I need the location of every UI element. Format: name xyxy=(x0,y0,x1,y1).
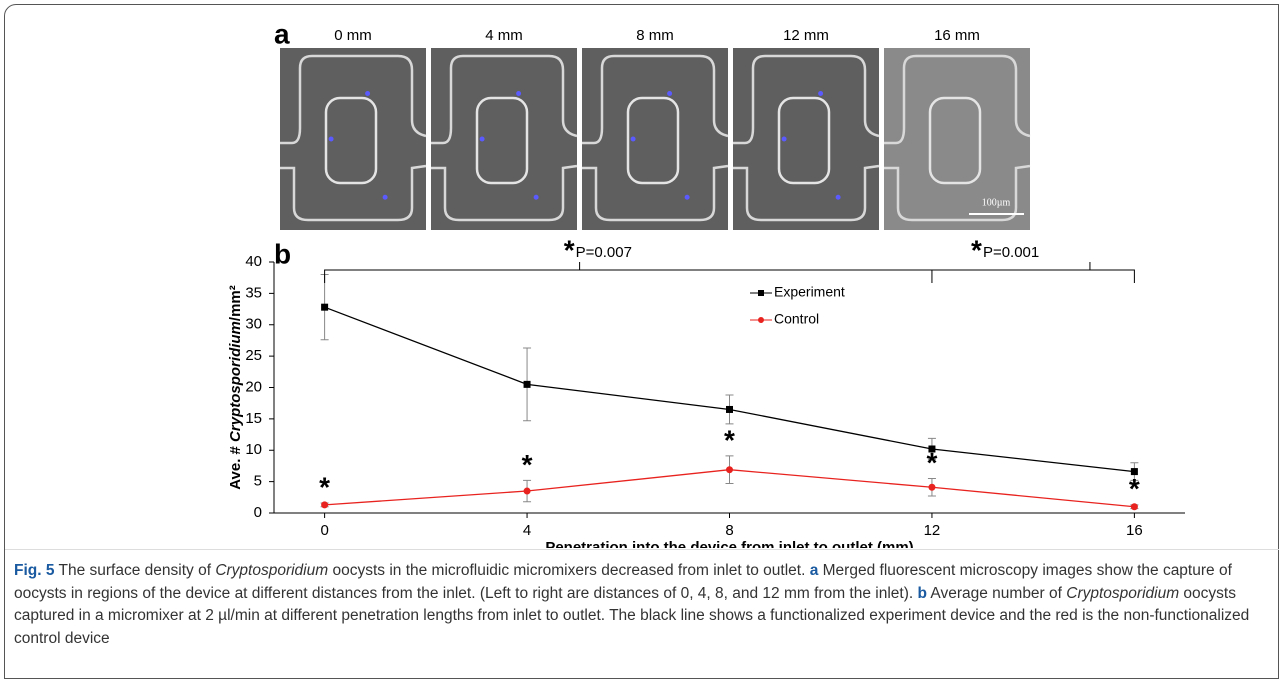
caption: Fig. 5 The surface density of Cryptospor… xyxy=(14,560,1272,650)
caption-run: Fig. 5 xyxy=(14,562,55,579)
oocyst xyxy=(818,91,824,96)
caption-run: The surface density of xyxy=(54,562,216,579)
point xyxy=(523,487,531,495)
separator xyxy=(5,549,1279,550)
caption-run: Cryptosporidium xyxy=(215,562,329,579)
point xyxy=(726,466,733,474)
significance-marker: * xyxy=(1129,473,1140,504)
significance-marker: * xyxy=(926,447,937,478)
significance-marker: * xyxy=(319,471,330,502)
channel-outline xyxy=(733,54,880,145)
channel-outline xyxy=(884,164,1031,222)
point xyxy=(928,483,936,491)
point xyxy=(1130,468,1138,476)
channel-outline xyxy=(431,54,578,145)
y-tick-label: 25 xyxy=(245,347,262,364)
oocyst xyxy=(516,91,522,96)
point xyxy=(523,380,531,388)
oocyst xyxy=(835,194,841,200)
point xyxy=(321,303,329,311)
p-value: P=0.001 xyxy=(983,244,1039,261)
p-value: P=0.007 xyxy=(576,244,632,261)
pillar xyxy=(475,96,529,185)
caption-run: b xyxy=(917,584,927,602)
oocyst xyxy=(533,194,539,200)
y-tick-label: 30 xyxy=(245,316,262,333)
pillar xyxy=(626,96,680,185)
pillar xyxy=(777,96,831,185)
figure-frame xyxy=(4,4,1279,679)
point xyxy=(928,445,936,453)
caption-run: a xyxy=(809,562,819,579)
y-tick-label: 40 xyxy=(245,253,262,270)
oocyst xyxy=(630,136,636,142)
channel-outline xyxy=(582,164,729,222)
channel-outline xyxy=(431,164,578,222)
channel-outline xyxy=(582,54,729,145)
caption-run: Cryptosporidium xyxy=(1066,584,1180,602)
point xyxy=(726,405,733,413)
oocyst xyxy=(667,91,673,96)
x-tick-label: 16 xyxy=(1126,522,1143,539)
scale-bar-label: 100µm xyxy=(982,197,1011,208)
y-axis-label-part: Cryptosporidium xyxy=(227,321,244,442)
x-tick-label: 0 xyxy=(320,522,328,539)
image-label: 16 mm xyxy=(934,27,980,44)
point xyxy=(321,501,329,509)
oocyst xyxy=(365,91,371,96)
oocyst xyxy=(479,136,485,142)
legend-marker xyxy=(758,317,764,323)
x-tick-label: 4 xyxy=(523,522,531,539)
y-axis-label: Ave. # Cryptosporidium/mm² xyxy=(227,285,244,490)
pillar xyxy=(928,96,982,185)
micrograph xyxy=(884,48,1030,230)
x-tick-label: 8 xyxy=(725,522,733,539)
legend-label: Control xyxy=(774,311,819,327)
significance-marker: * xyxy=(564,234,575,265)
point xyxy=(1130,503,1138,511)
y-axis-label-part: Ave. # xyxy=(227,442,244,490)
oocyst xyxy=(781,136,787,142)
image-label: 0 mm xyxy=(334,27,372,44)
y-tick-label: 0 xyxy=(254,504,262,521)
oocyst xyxy=(382,194,388,200)
channel-outline xyxy=(280,54,427,145)
panel-label: b xyxy=(274,238,291,269)
x-axis-label: Penetration into the device from inlet t… xyxy=(545,539,913,548)
micrograph xyxy=(280,48,426,230)
panel-label: a xyxy=(274,18,290,49)
channel-outline xyxy=(733,164,880,222)
image-label: 12 mm xyxy=(783,27,829,44)
y-axis-label-part: /mm² xyxy=(227,285,244,321)
image-label: 4 mm xyxy=(485,27,523,44)
micrograph xyxy=(431,48,577,230)
legend-marker xyxy=(758,290,764,296)
oocyst xyxy=(684,194,690,200)
micrograph xyxy=(582,48,728,230)
y-tick-label: 15 xyxy=(245,410,262,427)
x-tick-label: 12 xyxy=(924,522,941,539)
significance-marker: * xyxy=(724,424,735,455)
image-label: 8 mm xyxy=(636,27,674,44)
caption-run: oocysts in the microfluidic micromixers … xyxy=(328,562,810,579)
figure: a 0 mm 4 mm 8 mm 12 mm 16 mm 100µm b 0 5 10 15 20 25 3… xyxy=(227,18,1185,548)
caption-run: Merged fluorescent microscopy images sho… xyxy=(14,562,1237,602)
y-tick-label: 5 xyxy=(254,473,262,490)
significance-marker: * xyxy=(522,449,533,480)
pillar xyxy=(324,96,378,185)
channel-outline xyxy=(280,164,427,222)
legend-label: Experiment xyxy=(774,284,845,300)
oocyst xyxy=(328,136,334,142)
y-tick-label: 10 xyxy=(245,441,262,458)
y-tick-label: 20 xyxy=(245,378,262,395)
caption-run: Average number of xyxy=(926,584,1067,602)
significance-marker: * xyxy=(971,234,982,265)
micrograph xyxy=(733,48,879,230)
caption-run: oocysts captured in a micromixer at 2 µl… xyxy=(14,584,1254,647)
y-tick-label: 35 xyxy=(245,284,262,301)
channel-outline xyxy=(884,54,1031,145)
significance-bracket xyxy=(324,262,1135,283)
